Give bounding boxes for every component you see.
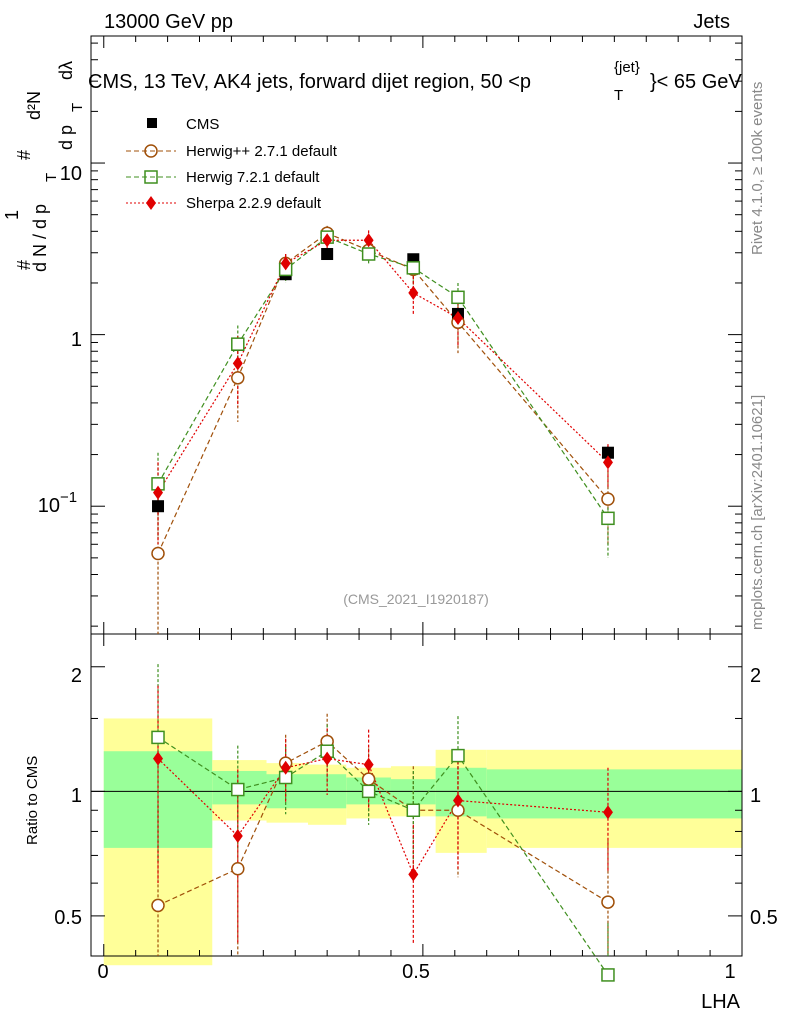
ratio-point-sherpa	[408, 867, 419, 882]
legend-label: Herwig 7.2.1 default	[186, 169, 320, 186]
ylabel-part: d N / d p	[30, 204, 50, 272]
data-point-sherpa	[602, 455, 613, 470]
ylabel-part: 1	[2, 210, 22, 220]
ratio-point-sherpa	[232, 828, 243, 843]
series-line-herwigpp	[157, 232, 609, 554]
legend-label: Herwig++ 2.7.1 default	[186, 143, 338, 160]
analysis-watermark: (CMS_2021_I1920187)	[343, 591, 489, 607]
title-main: CMS, 13 TeV, AK4 jets, forward dijet reg…	[88, 71, 531, 93]
data-point-herwig7	[451, 290, 465, 305]
ratio-point-herwig7	[361, 784, 376, 799]
ratio-point-herwig7	[601, 968, 615, 982]
data-point-herwig7	[406, 261, 421, 275]
series-line-sherpa	[157, 239, 609, 493]
legend-marker-sherpa	[146, 196, 156, 210]
upper-y-tick-exponent: −1	[60, 489, 77, 506]
ylabel-part: dλ	[56, 61, 76, 80]
ratio-point-sherpa	[322, 751, 333, 766]
upper-y-axis-label: # 1 d N / d p T # d²N d p T dλ	[2, 61, 86, 272]
legend-label: Sherpa 2.2.9 default	[186, 195, 322, 212]
x-tick-label: 0	[97, 961, 108, 983]
ylabel-part: #	[14, 260, 34, 270]
ratio-point-sherpa	[602, 805, 613, 820]
ratio-point-sherpa	[280, 760, 291, 775]
ratio-point-herwig7	[151, 730, 165, 745]
ylabel-part: T	[69, 103, 86, 112]
ratio-point-sherpa	[452, 793, 463, 808]
ratio-line-herwigpp	[157, 740, 609, 906]
ylabel-part: #	[14, 150, 34, 160]
ylabel-part: T	[43, 173, 60, 182]
ratio-point-herwig7	[406, 803, 421, 818]
lower-y-tick-label-right: 1	[750, 785, 761, 807]
ratio-line-sherpa	[157, 757, 609, 876]
legend-marker-herwigpp	[144, 144, 158, 158]
data-point-sherpa	[232, 356, 243, 371]
lower-frame	[90, 633, 743, 957]
title-sup: {jet}	[614, 59, 640, 76]
data-point-herwigpp	[151, 546, 165, 561]
legend-label: CMS	[186, 116, 219, 133]
plot-title: CMS, 13 TeV, AK4 jets, forward dijet reg…	[88, 59, 742, 104]
data-point-sherpa	[280, 256, 291, 271]
ratio-point-sherpa	[153, 751, 164, 766]
ratio-band-inner	[486, 769, 742, 819]
mcplots-label: mcplots.cern.ch [arXiv:2401.10621]	[749, 395, 766, 630]
lower-y-tick-label: 1	[71, 785, 82, 807]
data-point-herwig7	[361, 247, 376, 261]
data-point-cms	[152, 500, 165, 513]
ratio-point-herwigpp	[151, 898, 165, 913]
ratio-point-herwig7	[231, 782, 245, 797]
data-point-sherpa	[322, 233, 333, 248]
ratio-point-herwigpp	[361, 772, 376, 786]
ratio-point-herwigpp	[601, 895, 615, 909]
lower-y-tick-label-right: 0.5	[750, 907, 778, 929]
data-point-sherpa	[452, 310, 463, 325]
ylabel-part: d²N	[24, 91, 44, 120]
x-tick-label: 1	[724, 961, 735, 983]
x-tick-label: 0.5	[402, 961, 430, 983]
rivet-label: Rivet 4.1.0, ≥ 100k events	[749, 82, 766, 255]
data-point-cms	[321, 248, 334, 261]
data-point-sherpa	[363, 233, 374, 248]
legend: CMS Herwig++ 2.7.1 default Herwig 7.2.1 …	[126, 116, 338, 212]
lower-y-tick-label-right: 2	[750, 665, 761, 687]
ratio-point-herwig7	[451, 748, 465, 763]
title-sub: T	[614, 87, 623, 104]
data-point-herwigpp	[231, 371, 245, 385]
lower-y-tick-label: 2	[71, 665, 82, 687]
data-point-sherpa	[153, 485, 164, 500]
ratio-point-sherpa	[363, 757, 374, 772]
lower-y-tick-label: 0.5	[54, 907, 82, 929]
upper-y-tick-label: 1	[71, 329, 82, 351]
data-point-sherpa	[408, 285, 419, 300]
ratio-point-herwigpp	[231, 861, 245, 876]
x-axis-label: LHA	[701, 991, 741, 1013]
data-point-herwig7	[601, 511, 615, 526]
upper-y-tick-label: 10	[38, 495, 60, 517]
ylabel-part: d p	[56, 125, 76, 150]
legend-marker-cms	[147, 118, 157, 128]
data-point-herwigpp	[601, 492, 615, 506]
series-line-herwig7	[157, 236, 609, 519]
data-point-cms	[601, 446, 614, 459]
title-end: }< 65 GeV	[650, 71, 742, 93]
upper-y-tick-label: 10	[60, 163, 82, 185]
data-point-herwig7	[231, 337, 245, 351]
header-right: Jets	[693, 11, 730, 33]
legend-marker-herwig7	[144, 170, 158, 184]
lower-y-axis-label: Ratio to CMS	[24, 756, 41, 845]
header-left: 13000 GeV pp	[104, 11, 233, 33]
